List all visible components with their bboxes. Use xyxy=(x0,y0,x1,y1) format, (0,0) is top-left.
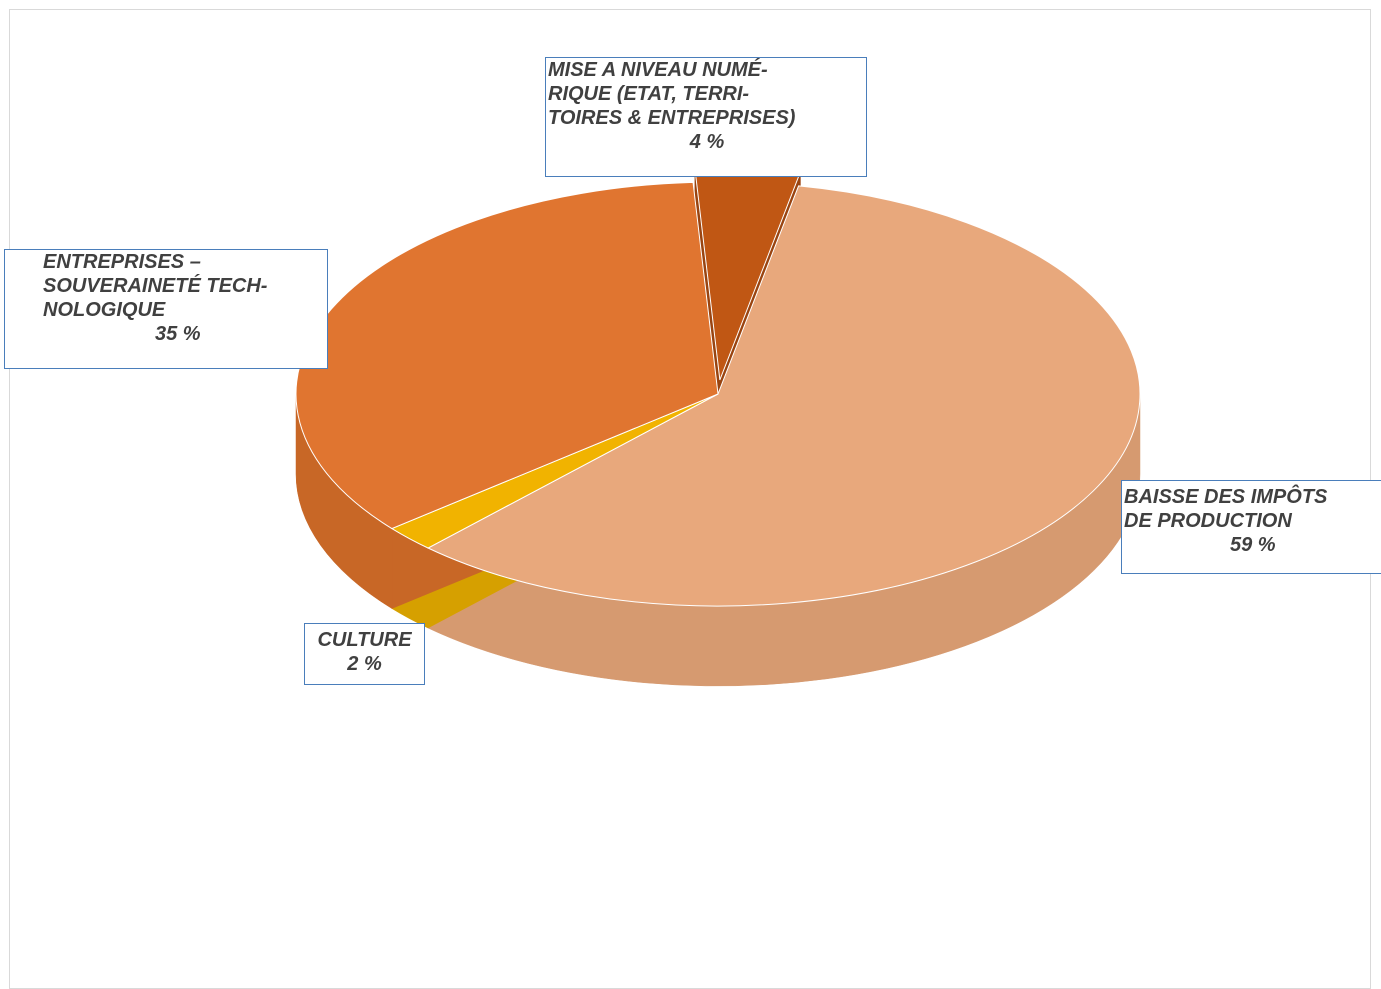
slice-top-impots xyxy=(426,185,1141,607)
slice-top-entreprises xyxy=(295,181,719,530)
label-line: BAISSE DES IMPÔTS xyxy=(1124,486,1328,508)
label-line: TOIRES & ENTREPRISES) xyxy=(548,107,796,129)
label-line: DE PRODUCTION xyxy=(1124,510,1292,532)
label-line: MISE A NIVEAU NUMÉ- xyxy=(548,59,768,81)
label-line: ENTREPRISES – xyxy=(43,251,201,273)
label-line: CULTURE xyxy=(317,629,412,651)
slice-label-culture: CULTURE 2 % xyxy=(304,623,425,685)
label-percent: 4 % xyxy=(689,131,725,153)
slice-label-entreprises: ENTREPRISES – SOUVERAINETÉ TECH- NOLOGIQ… xyxy=(4,249,328,369)
label-percent: 35 % xyxy=(155,323,201,345)
pie-tops xyxy=(295,167,1141,607)
slice-label-impots: BAISSE DES IMPÔTS DE PRODUCTION 59 % xyxy=(1121,480,1381,574)
label-line: NOLOGIQUE xyxy=(43,299,166,321)
label-percent: 2 % xyxy=(347,653,382,675)
label-line: RIQUE (ETAT, TERRI- xyxy=(548,83,750,105)
label-percent: 59 % xyxy=(1230,534,1276,556)
label-line: SOUVERAINETÉ TECH- xyxy=(43,275,268,297)
slice-label-numerique: MISE A NIVEAU NUMÉ- RIQUE (ETAT, TERRI- … xyxy=(545,57,867,177)
